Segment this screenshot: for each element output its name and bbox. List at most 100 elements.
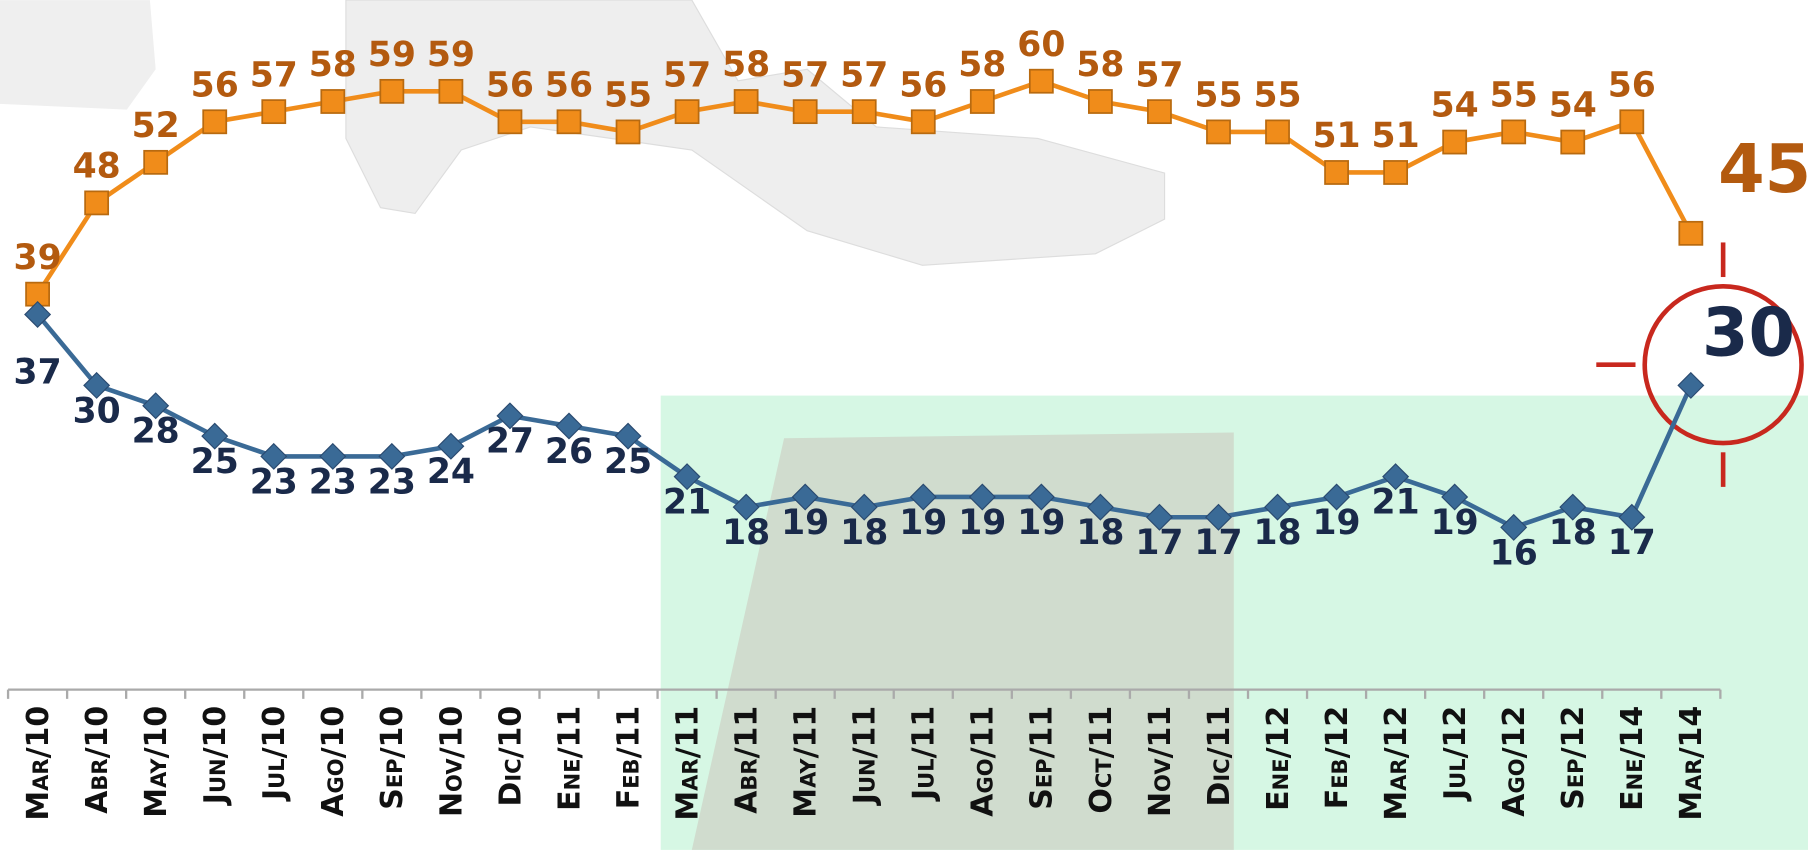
marker [1204, 503, 1232, 531]
x-tick-label: Mar/11 [670, 706, 705, 821]
marker [615, 119, 641, 145]
value-label: 57 [663, 55, 711, 95]
x-tick-label: Ago/12 [1497, 706, 1532, 817]
x-tick-label: Mar/10 [21, 706, 56, 821]
value-label: 48 [73, 147, 121, 187]
marker [1382, 463, 1410, 491]
x-tick-label: Feb/12 [1320, 706, 1355, 809]
marker [1145, 503, 1173, 531]
value-label: 55 [1194, 76, 1242, 116]
value-label: 23 [309, 462, 357, 502]
value-label: 26 [545, 432, 593, 472]
marker [143, 149, 169, 175]
value-label: 18 [1253, 513, 1301, 553]
value-label: 45 [1718, 130, 1808, 208]
value-label: 21 [1372, 483, 1420, 523]
value-label: 57 [250, 55, 298, 95]
value-label: 60 [1017, 25, 1065, 65]
marker [1324, 160, 1349, 185]
value-label: 56 [545, 65, 593, 105]
marker [1442, 129, 1468, 155]
value-label: 19 [1313, 503, 1361, 543]
x-tick-label: Jul/12 [1438, 706, 1473, 802]
value-label: 19 [958, 503, 1006, 543]
marker [84, 190, 110, 216]
value-label: 17 [1194, 523, 1242, 563]
marker [1264, 493, 1292, 521]
marker [378, 442, 406, 470]
x-tick-label: Ene/11 [552, 706, 587, 811]
marker [673, 463, 701, 491]
x-tick-label: Mar/14 [1674, 706, 1709, 821]
marker [202, 109, 228, 135]
x-tick-label: Ene/12 [1261, 706, 1296, 811]
value-label: 28 [132, 412, 180, 452]
value-label: 54 [1549, 86, 1597, 126]
x-tick-label: Mar/12 [1379, 706, 1414, 821]
value-label: 56 [1608, 65, 1656, 105]
value-label: 56 [191, 65, 239, 105]
x-tick-label: Jul/11 [907, 706, 942, 802]
x-tick-label: May/11 [789, 706, 824, 818]
marker [1677, 371, 1705, 399]
value-label: 25 [604, 442, 652, 482]
marker [733, 89, 759, 114]
value-label: 21 [663, 483, 711, 523]
value-label: 24 [427, 452, 475, 492]
marker [1618, 503, 1646, 531]
marker [260, 442, 288, 470]
marker [261, 99, 287, 125]
marker [851, 99, 877, 125]
value-label: 17 [1608, 523, 1656, 563]
marker [1086, 493, 1114, 521]
x-tick-label: Sep/11 [1025, 706, 1060, 810]
x-tick-label: Jul/10 [257, 706, 292, 802]
value-label: 39 [14, 238, 62, 278]
marker [496, 402, 524, 430]
value-label: 51 [1372, 116, 1420, 156]
marker [555, 412, 583, 440]
marker [497, 109, 523, 135]
marker [1206, 119, 1231, 145]
value-label: 17 [1135, 523, 1183, 563]
marker [1147, 99, 1172, 125]
marker [909, 483, 937, 511]
value-label: 23 [368, 462, 416, 502]
value-label: 19 [1017, 503, 1065, 543]
x-tick-label: Jun/10 [198, 706, 233, 806]
value-label: 57 [781, 55, 829, 95]
value-label: 59 [427, 35, 475, 75]
value-label: 18 [840, 513, 888, 553]
marker [437, 432, 465, 460]
marker [142, 392, 170, 420]
value-label: 25 [191, 442, 239, 482]
marker [1619, 109, 1645, 135]
marker [614, 422, 642, 450]
x-tick-label: Dic/11 [1202, 706, 1237, 807]
value-label: 59 [368, 35, 416, 75]
x-tick-label: Abr/10 [80, 706, 115, 814]
marker [791, 483, 819, 511]
marker [556, 109, 582, 135]
marker [201, 422, 229, 450]
value-label: 52 [132, 106, 180, 146]
value-label: 56 [899, 65, 947, 105]
x-tick-label: Oct/11 [1084, 706, 1119, 814]
marker [1027, 483, 1055, 511]
value-label: 55 [1253, 76, 1301, 116]
x-tick-label: Jun/11 [848, 706, 883, 806]
value-label: 56 [486, 65, 534, 105]
marker [1559, 493, 1587, 521]
x-tick-label: Sep/12 [1556, 706, 1591, 810]
x-tick-label: Abr/11 [730, 706, 765, 814]
marker [24, 300, 52, 328]
value-label: 58 [309, 45, 357, 85]
x-tick-label: Ene/14 [1615, 706, 1650, 811]
value-label: 58 [958, 45, 1006, 85]
marker [83, 371, 111, 399]
marker [910, 109, 936, 135]
marker [732, 493, 760, 521]
marker [1088, 89, 1113, 114]
marker [674, 99, 700, 125]
